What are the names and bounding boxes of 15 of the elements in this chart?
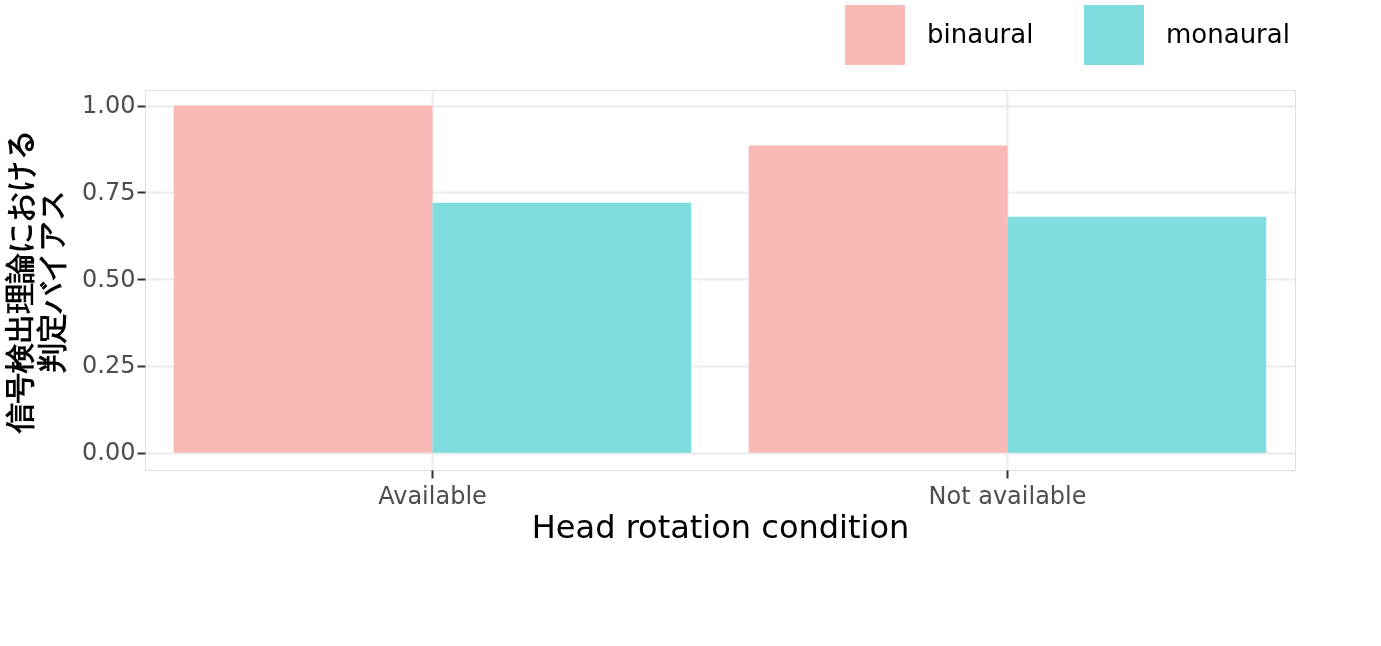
- bar: [748, 145, 1008, 453]
- y-axis-title: 信号検出理論における判定バイアス: [2, 128, 70, 434]
- legend-label: monaural: [1166, 19, 1290, 49]
- y-tick-label: 0.50: [82, 264, 136, 293]
- x-axis-title: Head rotation condition: [531, 507, 910, 546]
- x-tick-label: Available: [378, 481, 487, 510]
- y-tick-label: 1.00: [82, 91, 136, 120]
- x-tick-label: Not available: [928, 481, 1087, 510]
- bar: [1007, 216, 1267, 453]
- y-tick-label: 0.75: [82, 177, 136, 206]
- y-tick-label: 0.00: [82, 438, 136, 467]
- legend-label: binaural: [927, 19, 1034, 49]
- bar: [173, 105, 433, 453]
- y-tick-label: 0.25: [82, 351, 136, 380]
- bar: [432, 202, 692, 453]
